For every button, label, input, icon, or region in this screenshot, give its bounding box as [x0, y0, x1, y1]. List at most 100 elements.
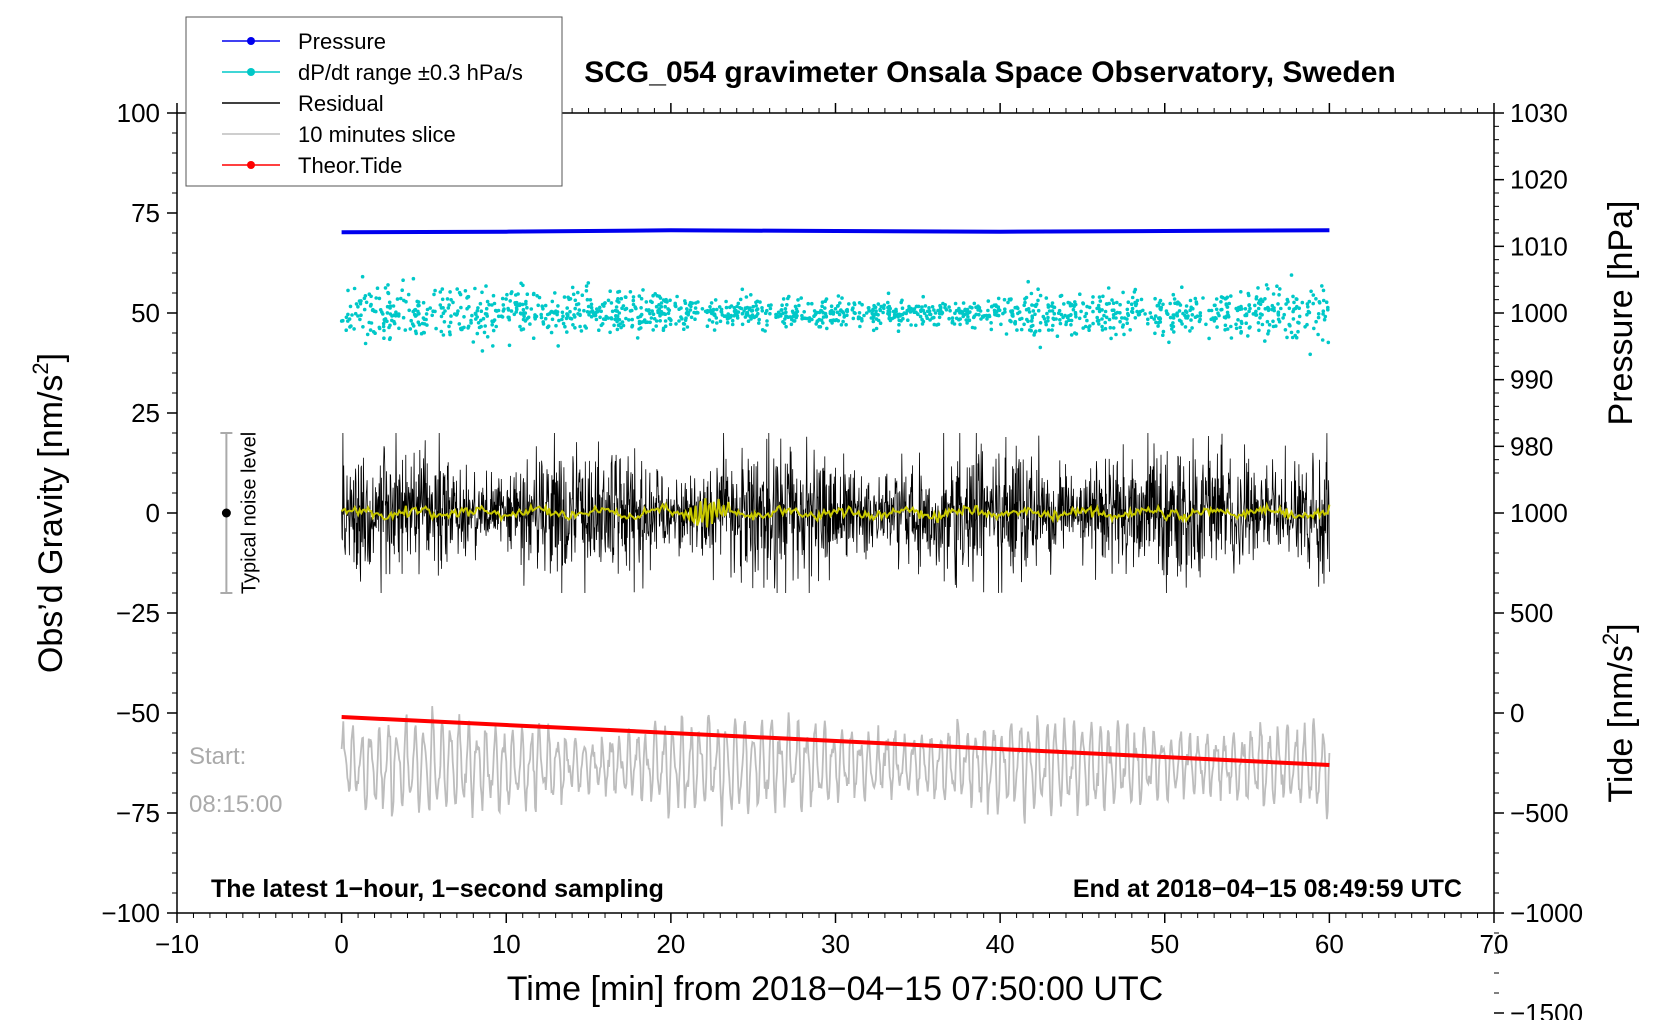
dpdt-point — [1321, 309, 1326, 314]
dpdt-point — [439, 314, 444, 319]
dpdt-point — [381, 324, 386, 329]
dpdt-point — [1114, 332, 1118, 337]
end-time-note: End at 2018−04−15 08:49:59 UTC — [1073, 875, 1462, 903]
left-y-axis-label: Obs’d Gravity [nm/s2] — [28, 353, 70, 673]
dpdt-point — [933, 311, 938, 315]
dpdt-point — [573, 298, 578, 303]
dpdt-point — [344, 328, 349, 333]
dpdt-point — [864, 311, 869, 315]
dpdt-point — [465, 306, 469, 311]
dpdt-point — [871, 328, 876, 333]
dpdt-point — [1246, 291, 1251, 296]
dpdt-point — [600, 322, 605, 326]
dpdt-point — [388, 336, 393, 340]
dpdt-point — [1128, 328, 1132, 332]
dpdt-point — [1066, 314, 1071, 318]
dpdt-point — [1266, 332, 1270, 336]
dpdt-point — [584, 289, 589, 293]
dpdt-point — [1046, 315, 1050, 320]
dpdt-point — [1236, 318, 1240, 322]
dpdt-point — [374, 309, 378, 314]
dpdt-point — [381, 321, 386, 326]
dpdt-point — [352, 286, 357, 291]
dpdt-point — [1073, 302, 1078, 307]
dpdt-point — [1171, 316, 1176, 320]
dpdt-point — [368, 328, 373, 332]
dpdt-point — [1219, 295, 1224, 299]
dpdt-point — [1179, 319, 1183, 324]
dpdt-point — [543, 303, 548, 308]
dpdt-point — [529, 307, 534, 311]
dpdt-point — [1063, 313, 1067, 318]
dpdt-point — [383, 286, 388, 290]
dpdt-point — [1172, 330, 1176, 334]
dpdt-point — [642, 318, 647, 322]
legend-label: Residual — [298, 91, 384, 116]
dpdt-point — [1153, 296, 1157, 301]
dpdt-point — [1222, 315, 1227, 320]
dpdt-point — [715, 321, 719, 325]
dpdt-point — [853, 311, 857, 316]
dpdt-point — [404, 299, 408, 304]
dpdt-point — [1108, 325, 1113, 330]
dpdt-point — [553, 291, 557, 295]
dpdt-point — [936, 322, 941, 327]
dpdt-point — [1306, 305, 1310, 309]
dpdt-point — [617, 289, 622, 294]
dpdt-point — [344, 315, 349, 320]
dpdt-point — [377, 325, 382, 330]
dpdt-point — [578, 324, 582, 329]
dpdt-point — [810, 301, 814, 306]
dpdt-point — [352, 327, 356, 331]
dpdt-point — [712, 328, 717, 332]
dpdt-point — [685, 310, 690, 314]
dpdt-point — [887, 313, 892, 317]
dpdt-point — [348, 325, 352, 329]
dpdt-point — [491, 328, 496, 333]
dpdt-point — [1146, 317, 1150, 322]
dpdt-point — [449, 298, 453, 302]
dpdt-point — [732, 306, 737, 310]
dpdt-point — [874, 326, 879, 331]
dpdt-points — [339, 273, 1331, 357]
dpdt-point — [819, 308, 823, 313]
dpdt-point — [606, 316, 611, 320]
tide-tick-label: 0 — [1510, 698, 1524, 728]
dpdt-point — [483, 324, 488, 328]
dpdt-point — [1091, 295, 1095, 299]
dpdt-point — [1033, 312, 1037, 317]
dpdt-point — [1248, 306, 1252, 311]
dpdt-point — [1266, 329, 1271, 333]
dpdt-point — [639, 326, 643, 330]
dpdt-point — [1297, 314, 1302, 319]
x-tick-label: 60 — [1315, 929, 1344, 959]
dpdt-point — [912, 307, 917, 311]
dpdt-point — [920, 305, 924, 309]
dpdt-point — [1002, 297, 1007, 302]
dpdt-point — [1171, 313, 1176, 317]
dpdt-point — [939, 309, 943, 313]
dpdt-point — [1244, 321, 1248, 326]
dpdt-point — [947, 316, 951, 321]
dpdt-point — [869, 316, 874, 320]
dpdt-point — [644, 308, 649, 312]
dpdt-point — [658, 319, 662, 323]
dpdt-point — [794, 315, 798, 320]
dpdt-point — [845, 313, 849, 318]
dpdt-point — [585, 297, 590, 302]
dpdt-point — [760, 306, 764, 310]
dpdt-point — [609, 301, 614, 305]
dpdt-point — [630, 323, 635, 328]
dpdt-point — [1029, 291, 1034, 296]
dpdt-point — [382, 328, 386, 333]
dpdt-point — [1071, 307, 1076, 312]
dpdt-point — [1161, 329, 1166, 334]
dpdt-point — [1282, 312, 1286, 317]
dpdt-point — [659, 301, 664, 305]
dpdt-point — [1095, 315, 1099, 320]
dpdt-point — [1129, 302, 1134, 307]
dpdt-point — [562, 295, 567, 299]
dpdt-point — [421, 300, 426, 305]
dpdt-point — [1015, 328, 1019, 332]
dpdt-point — [1270, 307, 1274, 312]
